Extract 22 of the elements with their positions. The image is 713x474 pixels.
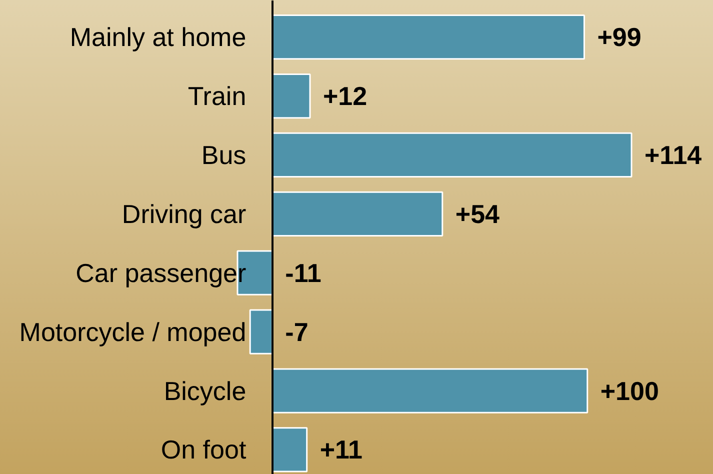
y-tick-label: Bus (201, 140, 246, 170)
data-label: +11 (320, 434, 363, 465)
data-label: +100 (600, 376, 659, 406)
y-tick-label: Mainly at home (70, 22, 246, 52)
data-label: -7 (285, 316, 308, 347)
bar (271, 427, 308, 472)
bar (271, 191, 444, 236)
bar (271, 132, 632, 178)
y-tick-label: Driving car (122, 198, 247, 229)
y-tick-label: On foot (160, 434, 247, 465)
data-label: -11 (285, 258, 322, 288)
bar (249, 309, 273, 354)
bar (271, 14, 585, 60)
data-label: +99 (597, 22, 642, 52)
bar (271, 73, 311, 119)
y-tick-label: Train (188, 81, 246, 112)
data-label: +114 (644, 140, 702, 170)
y-tick-label: Motorcycle / moped (19, 316, 246, 347)
data-label: +54 (455, 198, 500, 229)
data-label: +12 (322, 81, 368, 112)
bar (271, 368, 588, 414)
y-tick-label: Bicycle (164, 376, 246, 406)
